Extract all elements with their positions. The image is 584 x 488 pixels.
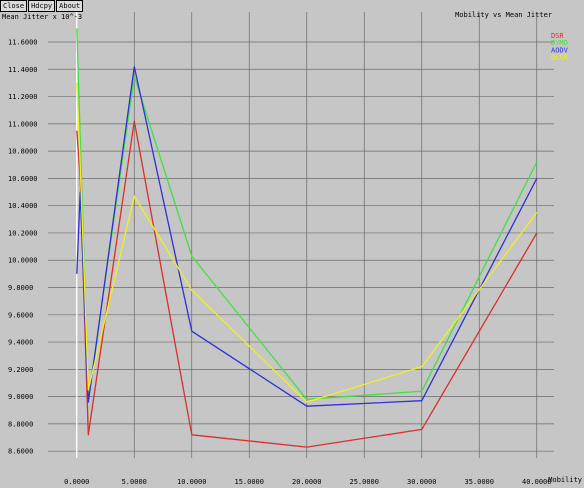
y-tick-label: 11.0000 [8, 120, 38, 128]
y-tick-label: 9.0000 [8, 393, 33, 401]
plot-area [48, 12, 554, 458]
y-tick-label: 10.2000 [8, 229, 38, 237]
legend-entry-olsr: OLSR [551, 54, 569, 62]
x-tick-label: 20.0000 [292, 478, 322, 486]
x-tick-label: 40.0000 [522, 478, 552, 486]
x-tick-label: 0.0000 [64, 478, 89, 486]
y-tick-label: 10.6000 [8, 175, 38, 183]
y-tick-label: 8.8000 [8, 420, 33, 428]
x-tick-label: 5.0000 [122, 478, 147, 486]
x-axis-label: Mobility [548, 476, 582, 484]
series-line-dymo [76, 28, 538, 401]
y-axis-label: Mean Jitter x 10^-3 [2, 13, 82, 21]
series-lines [76, 28, 538, 448]
hardcopy-button[interactable]: Hdcpy [28, 0, 56, 12]
close-button[interactable]: Close [0, 0, 28, 12]
y-tick-label: 10.4000 [8, 202, 38, 210]
y-tick-label: 11.2000 [8, 93, 38, 101]
x-tick-label: 25.0000 [349, 478, 379, 486]
x-tick-label: 15.0000 [234, 478, 264, 486]
chart-title: Mobility vs Mean Jitter [455, 11, 552, 19]
series-line-aodv [76, 65, 538, 407]
y-tick-label: 10.8000 [8, 148, 38, 156]
x-tick-label: 35.0000 [464, 478, 494, 486]
y-tick-label: 9.2000 [8, 366, 33, 374]
x-tick-label: 10.0000 [177, 478, 207, 486]
y-tick-label: 10.0000 [8, 257, 38, 265]
legend-entry-dymo: DYMO [551, 39, 568, 47]
y-tick-label: 11.6000 [8, 39, 38, 47]
legend-entry-aodv: AODV [551, 46, 569, 54]
series-line-olsr [76, 82, 538, 403]
y-tick-labels: 8.6000 8.8000 9.0000 9.2000 9.4000 9.6000 9.80… [8, 39, 38, 456]
x-tick-labels: 0.0000 5.0000 10.0000 15.0000 20.0000 25.0000… [64, 478, 551, 486]
grid [48, 12, 554, 458]
toolbar: Close Hdcpy About [0, 0, 84, 12]
about-button[interactable]: About [56, 0, 84, 12]
legend-entry-dsr: DSR [551, 32, 564, 40]
y-tick-label: 9.8000 [8, 284, 33, 292]
y-tick-label: 9.6000 [8, 311, 33, 319]
x-tick-label: 30.0000 [407, 478, 437, 486]
y-tick-label: 8.6000 [8, 448, 33, 456]
y-tick-label: 9.4000 [8, 339, 33, 347]
y-tick-label: 11.4000 [8, 66, 38, 74]
